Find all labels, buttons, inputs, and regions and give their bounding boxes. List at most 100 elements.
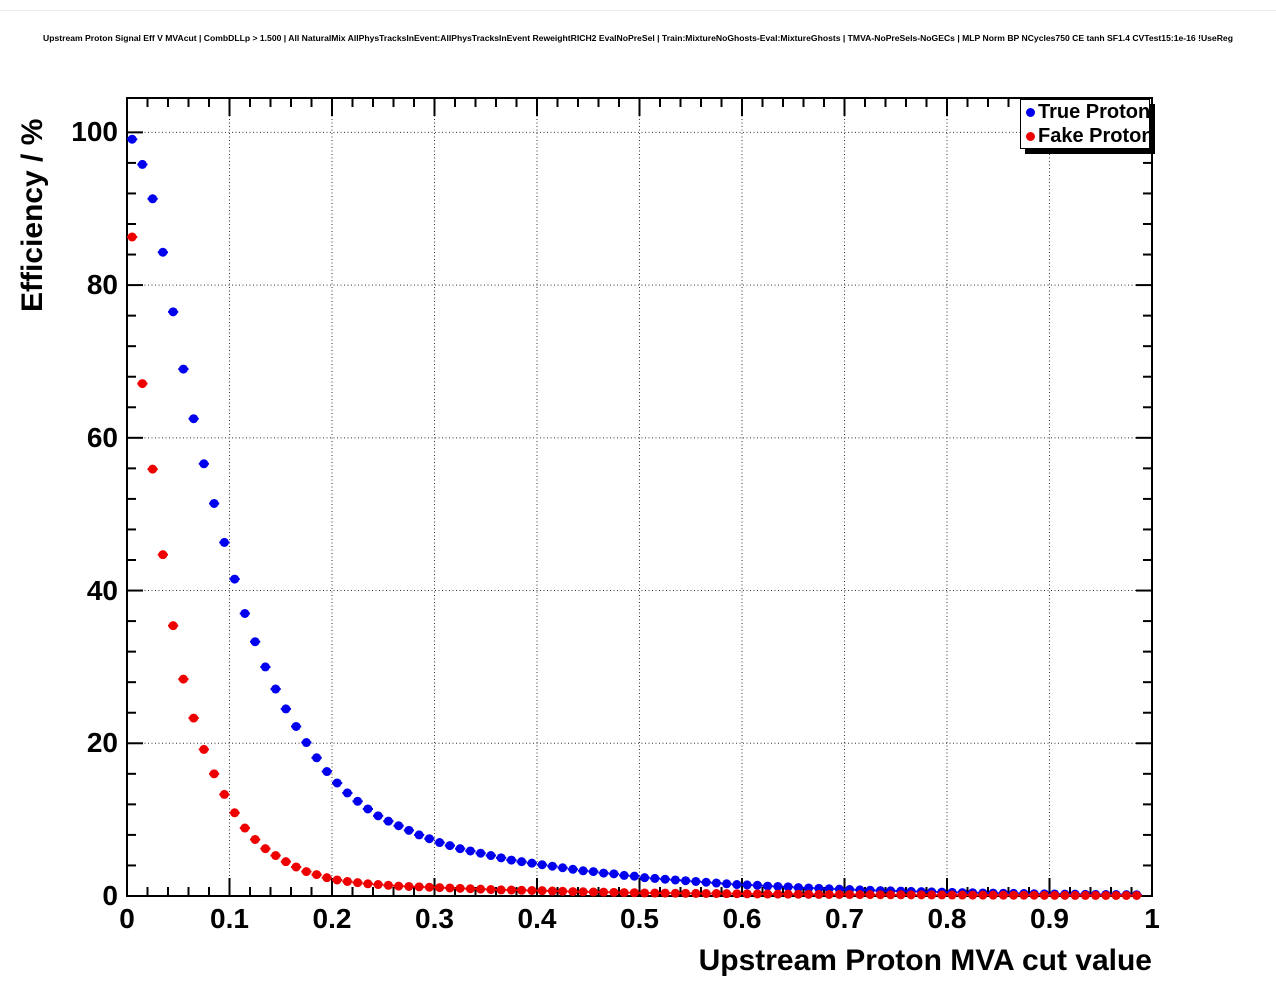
true-proton-data-point bbox=[568, 864, 578, 874]
fake-proton-data-point bbox=[793, 889, 803, 899]
fake-proton-data-point bbox=[1029, 890, 1039, 900]
fake-proton-data-point bbox=[414, 882, 424, 892]
x-tick-label: 0.3 bbox=[415, 903, 454, 934]
fake-proton-data-point bbox=[547, 886, 557, 896]
fake-proton-data-point bbox=[209, 769, 219, 779]
fake-proton-data-point bbox=[127, 232, 137, 242]
x-tick-label: 1 bbox=[1144, 903, 1160, 934]
true-proton-data-point bbox=[271, 684, 281, 694]
true-proton-data-point bbox=[168, 307, 178, 317]
true-proton-data-point bbox=[240, 608, 250, 618]
fake-proton-data-point bbox=[435, 883, 445, 893]
fake-proton-data-point bbox=[711, 889, 721, 899]
fake-proton-data-point bbox=[670, 888, 680, 898]
true-proton-data-point bbox=[373, 811, 383, 821]
true-proton-data-point bbox=[363, 804, 373, 814]
fake-proton-data-point bbox=[814, 889, 824, 899]
fake-proton-data-point bbox=[886, 890, 896, 900]
fake-proton-data-point bbox=[496, 885, 506, 895]
x-tick-label: 0.5 bbox=[620, 903, 659, 934]
fake-proton-data-point bbox=[1132, 890, 1142, 900]
fake-proton-data-point bbox=[947, 890, 957, 900]
y-tick-label: 60 bbox=[86, 421, 118, 453]
true-proton-data-point bbox=[148, 194, 158, 204]
true-proton-data-point bbox=[752, 880, 762, 890]
fake-proton-data-point bbox=[240, 823, 250, 833]
fake-proton-data-point bbox=[424, 882, 434, 892]
fake-proton-data-point bbox=[1091, 890, 1101, 900]
fake-proton-data-point bbox=[988, 890, 998, 900]
legend-label: Fake Proton bbox=[1038, 125, 1154, 147]
fake-proton-data-point bbox=[957, 890, 967, 900]
fake-proton-data-point bbox=[834, 889, 844, 899]
x-tick-label: 0.7 bbox=[825, 903, 864, 934]
y-tick-label: 40 bbox=[86, 574, 118, 606]
fake-proton-data-point bbox=[968, 890, 978, 900]
true-proton-data-point bbox=[588, 867, 598, 877]
canvas-border-line bbox=[0, 10, 1276, 11]
true-proton-data-point bbox=[383, 816, 393, 826]
true-proton-data-point bbox=[189, 414, 199, 424]
fake-proton-data-point bbox=[178, 674, 188, 684]
fake-proton-data-point bbox=[896, 890, 906, 900]
true-proton-data-point bbox=[158, 247, 168, 257]
x-tick-label: 0.8 bbox=[927, 903, 967, 934]
true-proton-data-point bbox=[312, 753, 322, 763]
true-proton-data-point bbox=[558, 863, 568, 873]
true-proton-data-point bbox=[322, 767, 332, 777]
fake-proton-data-point bbox=[506, 885, 516, 895]
true-proton-data-point bbox=[506, 855, 516, 865]
fake-proton-data-point bbox=[558, 886, 568, 896]
true-proton-data-point bbox=[455, 844, 465, 854]
fake-proton-data-point bbox=[865, 890, 875, 900]
fake-proton-data-point bbox=[681, 888, 691, 898]
x-tick-label: 0.2 bbox=[312, 903, 352, 934]
fake-proton-data-point bbox=[260, 844, 270, 854]
fake-proton-data-point bbox=[629, 888, 639, 898]
fake-proton-data-point bbox=[845, 890, 855, 900]
fake-proton-data-point bbox=[804, 889, 814, 899]
true-proton-data-point bbox=[670, 875, 680, 885]
true-proton-data-point bbox=[342, 788, 352, 798]
fake-proton-data-point bbox=[742, 889, 752, 899]
fake-proton-data-point bbox=[1121, 890, 1131, 900]
true-proton-data-point bbox=[742, 880, 752, 890]
fake-proton-data-point bbox=[168, 621, 178, 631]
true-proton-data-point bbox=[219, 537, 229, 547]
fake-proton-data-point bbox=[1050, 890, 1060, 900]
fake-proton-data-point bbox=[1070, 890, 1080, 900]
true-proton-data-point bbox=[527, 858, 537, 868]
fake-proton-data-point bbox=[722, 889, 732, 899]
true-proton-data-point bbox=[353, 796, 363, 806]
true-proton-marker-icon bbox=[1026, 107, 1035, 117]
fake-proton-data-point bbox=[978, 890, 988, 900]
fake-proton-data-point bbox=[855, 890, 865, 900]
true-proton-data-point bbox=[732, 880, 742, 890]
fake-proton-data-point bbox=[906, 890, 916, 900]
true-proton-data-point bbox=[629, 871, 639, 881]
fake-proton-data-point bbox=[875, 890, 885, 900]
true-proton-data-point bbox=[517, 857, 527, 867]
plot-title: Upstream Proton Signal Eff V MVAcut | Co… bbox=[43, 33, 1233, 43]
fake-proton-data-point bbox=[619, 888, 629, 898]
true-proton-data-point bbox=[640, 873, 650, 883]
fake-proton-data-point bbox=[599, 887, 609, 897]
fake-proton-data-point bbox=[383, 880, 393, 890]
true-proton-data-point bbox=[178, 364, 188, 374]
true-proton-data-point bbox=[609, 869, 619, 879]
fake-proton-data-point bbox=[250, 834, 260, 844]
fake-proton-data-point bbox=[1080, 890, 1090, 900]
fake-proton-data-point bbox=[465, 884, 475, 894]
fake-proton-data-point bbox=[752, 889, 762, 899]
fake-proton-data-point bbox=[927, 890, 937, 900]
fake-proton-data-point bbox=[568, 887, 578, 897]
fake-proton-data-point bbox=[537, 886, 547, 896]
true-proton-data-point bbox=[804, 883, 814, 893]
fake-proton-data-point bbox=[1060, 890, 1070, 900]
true-proton-data-point bbox=[691, 876, 701, 886]
true-proton-data-point bbox=[650, 873, 660, 883]
fake-proton-data-point bbox=[148, 464, 158, 474]
fake-proton-data-point bbox=[783, 889, 793, 899]
